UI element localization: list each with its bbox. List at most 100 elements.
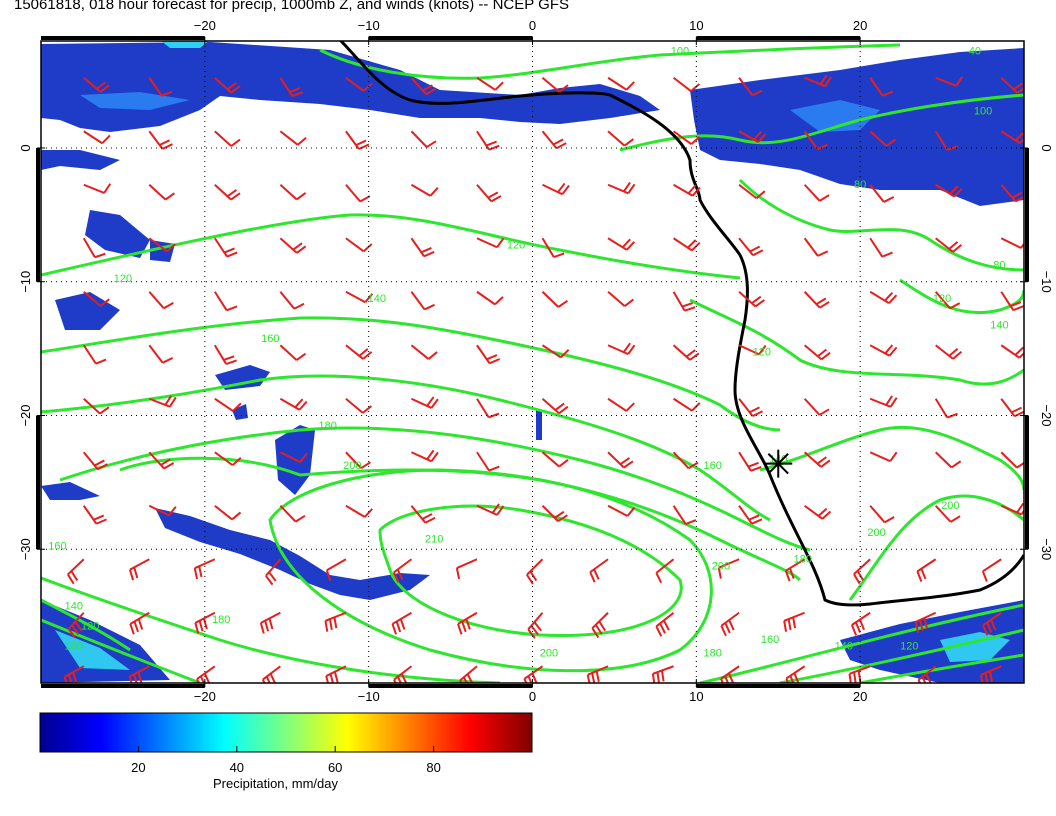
colorbar-tick-label: 60 — [327, 760, 343, 775]
contour-160 — [41, 374, 771, 522]
wind-barb — [720, 665, 740, 683]
wind-barb — [410, 505, 436, 524]
wind-barb — [345, 130, 370, 150]
wind-barb — [804, 504, 832, 520]
wind-barb — [345, 76, 373, 92]
wind-barb — [279, 291, 305, 310]
contour-south-east-3 — [859, 653, 1024, 683]
wind-barb — [148, 291, 174, 310]
lat-lon-grid — [41, 41, 1024, 683]
wind-barb — [607, 290, 635, 307]
wind-barb — [82, 505, 107, 525]
contour-label: 120 — [900, 641, 918, 653]
precip-band-itcz-west-core2 — [161, 41, 209, 48]
wind-barb — [345, 237, 373, 253]
wind-barb — [672, 451, 699, 470]
wind-barb — [935, 237, 963, 253]
contour-north-strip — [319, 43, 901, 80]
contour-160-south — [41, 618, 201, 683]
wind-barb — [476, 290, 504, 306]
wind-barb — [457, 611, 478, 635]
contour-label: 200 — [540, 647, 558, 659]
wind-barb — [541, 505, 568, 523]
wind-barb — [67, 558, 85, 585]
wind-barb — [979, 665, 1002, 683]
wind-barb — [214, 237, 238, 258]
wind-barb — [83, 183, 112, 194]
wind-barb — [607, 397, 635, 412]
wind-barb — [526, 558, 544, 585]
wind-barb — [672, 291, 696, 312]
wind-barb — [541, 344, 570, 359]
wind-barb — [541, 291, 569, 308]
wind-barb — [655, 558, 675, 584]
wind-barb — [410, 291, 435, 311]
wind-barb — [869, 395, 898, 408]
wind-barb — [783, 611, 806, 632]
contour-label: 160 — [48, 540, 66, 552]
wind-barb — [83, 398, 110, 415]
wind-barb — [455, 558, 478, 580]
wind-barb — [935, 76, 964, 87]
contour-label: 100 — [974, 106, 992, 118]
wind-barb — [803, 451, 831, 468]
wind-barb — [214, 504, 242, 521]
wind-barb — [651, 665, 674, 683]
contour-label: 180 — [319, 420, 337, 432]
wind-barb — [934, 130, 958, 151]
precip-patch-west-3 — [55, 292, 120, 330]
wind-barb — [916, 558, 937, 582]
wind-barb — [738, 130, 767, 144]
wind-barb — [869, 451, 898, 463]
contour-label: 40 — [969, 45, 981, 57]
x-tick-label-bottom: −20 — [194, 689, 216, 704]
contour-africa-3 — [848, 494, 1024, 601]
wind-barb — [917, 665, 937, 683]
wind-barb — [261, 665, 281, 683]
wind-barb — [345, 504, 373, 518]
wind-barb — [410, 77, 437, 96]
wind-barb — [128, 558, 150, 581]
wind-barb — [869, 184, 895, 203]
y-tick-label-left: −30 — [18, 538, 33, 560]
wind-barb — [279, 237, 307, 254]
x-tick-label-top: 10 — [689, 18, 703, 33]
wind-barb — [279, 184, 307, 201]
wind-barb — [265, 558, 282, 586]
wind-barb — [148, 504, 177, 517]
wind-barb — [803, 130, 828, 151]
wind-barb — [1000, 398, 1024, 418]
wind-barb — [214, 130, 241, 147]
x-tick-label-bottom: 10 — [689, 689, 703, 704]
wind-barbs — [63, 74, 1024, 683]
wind-barb — [850, 611, 871, 636]
wind-barb — [542, 182, 570, 196]
y-tick-label-right: −10 — [1039, 271, 1054, 293]
geopotential-contours — [41, 43, 1024, 683]
wind-barb — [279, 397, 308, 411]
precip-speck-2 — [232, 404, 248, 420]
wind-barb — [869, 130, 896, 147]
wind-barb — [934, 398, 958, 419]
precip-patch-mid-3 — [41, 482, 100, 500]
precip-front-south — [155, 508, 430, 600]
wind-barb — [672, 76, 700, 92]
precip-patch-mid-1 — [215, 365, 270, 390]
wind-barb — [345, 290, 374, 304]
contour-label: 80 — [854, 179, 866, 191]
contour-210-loop — [378, 504, 683, 638]
wind-barb — [738, 183, 766, 200]
wind-barb — [279, 77, 304, 98]
contour-africa-inner — [738, 178, 1024, 272]
contour-label: 160 — [761, 634, 779, 646]
wind-barb — [673, 397, 701, 412]
y-tick-label-right: −20 — [1039, 404, 1054, 426]
contour-label: 120 — [81, 621, 99, 633]
contour-label: 140 — [835, 641, 853, 653]
wind-barb — [279, 130, 307, 146]
contour-africa-2 — [759, 425, 1024, 491]
wind-barb — [83, 76, 110, 93]
wind-barb — [82, 237, 106, 259]
wind-barb — [541, 237, 565, 259]
wind-barb — [345, 184, 371, 203]
